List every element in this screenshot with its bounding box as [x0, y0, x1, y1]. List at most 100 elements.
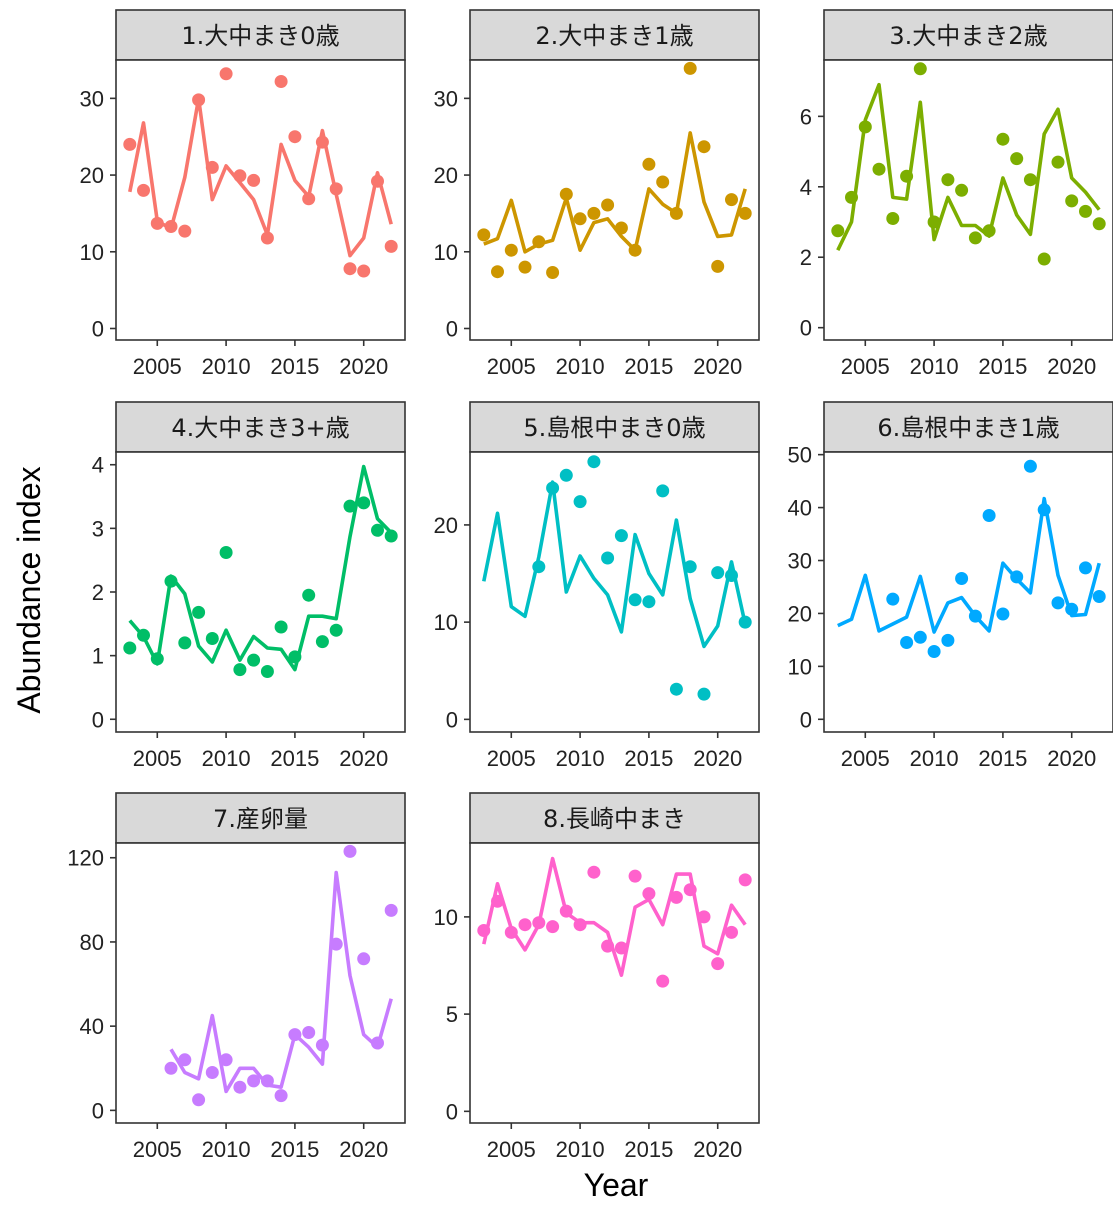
y-tick-label: 10	[80, 240, 104, 265]
observed-point	[1010, 570, 1024, 584]
observed-point	[178, 1053, 192, 1067]
y-tick-label: 50	[788, 443, 812, 468]
panel-border	[823, 451, 1113, 733]
observed-point	[1010, 152, 1024, 166]
fitted-line	[482, 856, 747, 978]
y-tick-label: 3	[92, 516, 104, 541]
observed-point	[302, 588, 316, 602]
observed-point	[518, 260, 532, 274]
y-tick-label: 0	[92, 707, 104, 732]
observed-point	[247, 1074, 261, 1088]
x-tick-label: 2015	[270, 354, 319, 379]
observed-point	[955, 183, 969, 197]
x-tick-label: 2020	[339, 746, 388, 771]
y-tick-label: 20	[434, 513, 458, 538]
x-tick-label: 2015	[270, 746, 319, 771]
observed-point	[587, 206, 601, 220]
y-tick-label: 40	[788, 496, 812, 521]
observed-point	[219, 546, 233, 559]
facet-title: 4.大中まき3+歳	[171, 414, 349, 442]
observed-point	[274, 75, 288, 88]
observed-point	[260, 665, 274, 678]
facet-panel-1: 1.大中まき0歳 0 10 20 30 2005 2010 2015 2020	[80, 9, 406, 379]
x-tick-label: 2010	[910, 746, 959, 771]
y-tick-label: 10	[434, 240, 458, 265]
x-tick-label: 2005	[487, 746, 536, 771]
y-tick-label: 30	[788, 549, 812, 574]
y-tick-label: 2	[92, 580, 104, 605]
facet-strip	[469, 401, 760, 453]
observed-point	[192, 1093, 206, 1107]
observed-point	[559, 904, 573, 918]
observed-point	[329, 182, 343, 196]
x-tick-label: 2020	[693, 1137, 742, 1162]
observed-point	[192, 93, 206, 107]
observed-point	[137, 183, 150, 197]
observed-point	[587, 455, 601, 469]
observed-point	[628, 243, 642, 257]
observed-point	[738, 615, 752, 629]
x-tick-label: 2005	[487, 354, 536, 379]
observed-point	[1023, 173, 1037, 187]
facet-title: 7.産卵量	[213, 805, 308, 833]
y-tick-label: 0	[92, 316, 104, 341]
observed-point	[302, 192, 316, 206]
facet-panel-7: 7.産卵量 0 40 80 120 2005 2010 2015 2020	[67, 792, 406, 1162]
x-tick-label: 2020	[1047, 746, 1096, 771]
observed-point	[886, 592, 900, 606]
observed-point	[205, 632, 219, 645]
observed-point	[1065, 602, 1079, 616]
facet-panel-2: 2.大中まき1歳 0 10 20 30 2005 2010 2015 2020	[434, 9, 760, 379]
y-tick-label: 1	[92, 644, 104, 669]
y-tick-label: 10	[434, 905, 458, 930]
observed-point	[343, 499, 357, 513]
observed-point	[941, 633, 955, 647]
observed-point	[601, 939, 615, 953]
observed-point	[546, 266, 560, 279]
y-tick-label: 30	[80, 86, 104, 111]
observed-point	[996, 607, 1010, 621]
observed-point	[1079, 561, 1092, 575]
y-tick-label: 6	[800, 104, 812, 129]
observed-point	[343, 844, 357, 858]
facet-panel-5: 5.島根中まき0歳 0 10 20 2005 2010 2015 2020	[434, 401, 760, 771]
y-tick-label: 80	[80, 930, 104, 955]
observed-point	[343, 262, 357, 276]
panel-border	[469, 842, 760, 1124]
observed-point	[738, 206, 752, 220]
observed-point	[329, 623, 343, 637]
observed-point	[642, 887, 656, 901]
facet-title: 5.島根中まき0歳	[523, 414, 705, 442]
observed-point	[518, 918, 532, 932]
observed-point	[738, 873, 752, 887]
x-tick-label: 2020	[693, 746, 742, 771]
observed-point	[642, 595, 656, 609]
observed-point	[587, 865, 601, 879]
observed-point	[233, 169, 247, 183]
x-tick-label: 2015	[978, 746, 1027, 771]
facet-strip	[823, 401, 1113, 453]
observed-point	[845, 190, 858, 204]
observed-point	[315, 1038, 329, 1052]
observed-point	[656, 484, 670, 498]
observed-point	[477, 924, 491, 937]
observed-point	[164, 1061, 178, 1075]
observed-point	[886, 212, 900, 225]
observed-point	[288, 1028, 302, 1042]
observed-point	[1092, 217, 1106, 231]
y-tick-label: 4	[92, 453, 104, 478]
panel-border	[115, 842, 406, 1124]
observed-point	[697, 910, 711, 924]
y-tick-label: 0	[800, 707, 812, 732]
facet-title: 8.長崎中まき	[543, 805, 686, 833]
observed-point	[371, 174, 384, 188]
observed-point	[274, 620, 288, 634]
observed-point	[384, 903, 398, 917]
observed-point	[711, 957, 725, 971]
observed-point	[697, 687, 711, 701]
observed-point	[573, 495, 587, 509]
y-tick-label: 0	[92, 1098, 104, 1123]
facet-strip	[115, 401, 406, 453]
y-tick-label: 20	[80, 163, 104, 188]
y-tick-label: 120	[67, 846, 104, 871]
